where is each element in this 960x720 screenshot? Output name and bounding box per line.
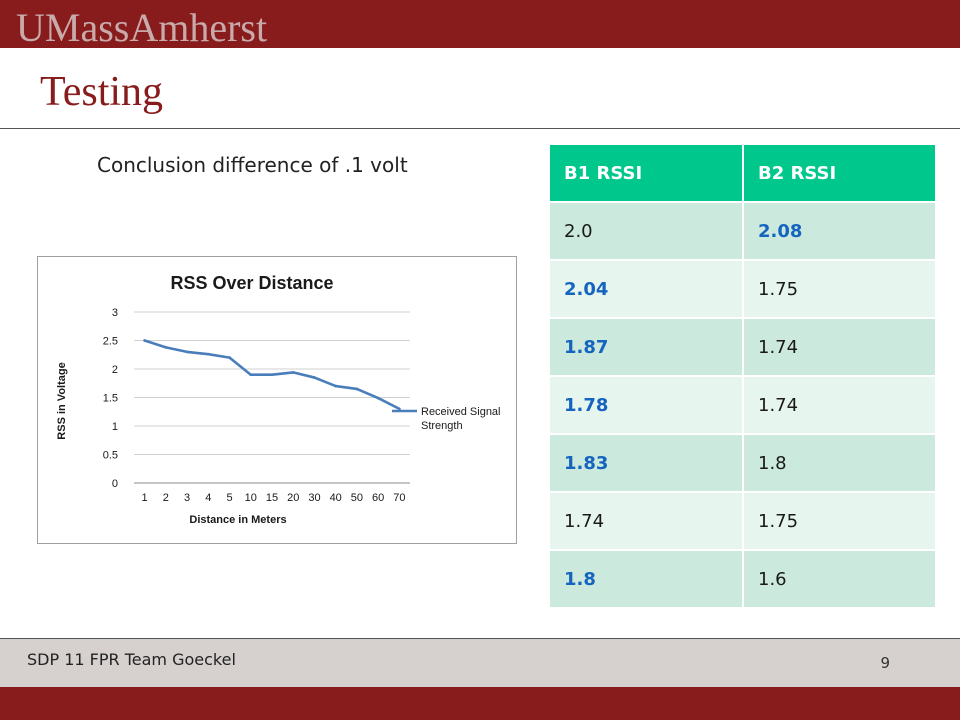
rss-chart: 0 0.5 1 1.5 2 2.5 3 1 2 3 4 5 10 15 20 30 40 50 60 70 Rece… [37,256,517,544]
table-row: 1.8 1.6 [550,550,937,609]
series-line-segment [143,339,168,349]
series-line-segment [270,371,295,376]
series-line-segment [334,384,359,391]
legend-label-line: Received Signal [421,406,501,418]
x-tick-label: 4 [205,492,211,504]
series-line-segment [228,356,253,376]
data-point [291,371,295,374]
cell-b2-rssi: 1.75 [743,492,937,551]
cell-b1-rssi: 1.74 [550,492,744,551]
title-divider [0,128,960,129]
x-tick-label: 10 [245,492,257,504]
cell-b2-rssi: 1.74 [743,318,937,377]
y-tick-label: 2.5 [103,336,118,348]
data-point [185,350,189,354]
cell-b1-rssi: 2.04 [550,260,744,319]
cell-b2-rssi: 1.74 [743,376,937,435]
header-b1-rssi: B1 RSSI [550,145,744,203]
data-point [313,376,316,379]
table-header-row: B1 RSSI B2 RSSI [550,145,937,203]
chart-title: RSS Over Distance [170,273,333,293]
y-tick-label: 0.5 [103,450,118,462]
footer-divider [0,638,960,639]
x-tick-label: 1 [142,492,148,504]
x-tick-label: 2 [163,492,169,504]
slide-title: Testing [40,69,164,115]
cell-b2-rssi: 1.6 [743,550,937,609]
data-point [270,373,274,376]
data-point [143,339,146,342]
data-point [164,346,168,349]
y-tick-label: 0 [112,478,118,490]
y-tick-label: 1 [112,421,118,433]
data-point [376,396,380,400]
series-line-segment [291,371,316,379]
header-b2-rssi: B2 RSSI [743,145,937,203]
legend-label: Received Signal Strength [421,406,501,432]
series-line-segment [313,376,337,388]
series-line-segment [376,396,401,411]
footer-text: SDP 11 FPR Team Goeckel [27,650,236,669]
x-tick-label: 3 [184,492,190,504]
conclusion-text: Conclusion difference of .1 volt [97,153,408,177]
x-tick-label: 50 [351,492,363,504]
table-row: 2.0 2.08 [550,202,937,261]
legend-label-line: Strength [421,420,463,432]
data-point [207,352,210,356]
umass-amherst-logo: UMassAmherst [16,5,268,48]
x-tick-label: 40 [330,492,342,504]
page-number: 9 [880,654,890,672]
y-tick-label: 1.5 [103,393,118,405]
footer-band [0,639,960,687]
y-tick-label: 2 [112,364,118,376]
series-line-segment [207,352,231,359]
chart-x-axis-label: Distance in Meters [189,514,286,526]
table-row: 1.83 1.8 [550,434,937,493]
series-line-segment [185,350,210,356]
cell-b2-rssi: 1.75 [743,260,937,319]
cell-b1-rssi: 1.8 [550,550,744,609]
data-point [398,407,401,411]
table-row: 1.87 1.74 [550,318,937,377]
cell-b2-rssi: 1.8 [743,434,937,493]
bottom-bar [0,687,960,720]
x-tick-label: 15 [266,492,278,504]
header-bar: UMassAmherst [0,0,960,48]
data-point [334,384,337,388]
table-row: 2.04 1.75 [550,260,937,319]
series-line-segment [164,346,189,354]
x-tick-label: 70 [393,492,405,504]
x-tick-label: 5 [226,492,232,504]
cell-b2-rssi: 2.08 [743,202,937,261]
cell-b1-rssi: 2.0 [550,202,744,261]
chart-y-axis-label: RSS in Voltage [56,362,68,439]
table-row: 1.74 1.75 [550,492,937,551]
rssi-table: B1 RSSI B2 RSSI 2.0 2.08 2.04 1.75 1.87 1.74 1… [550,145,937,609]
y-tick-label: 3 [112,307,118,319]
cell-b1-rssi: 1.78 [550,376,744,435]
data-point [249,373,253,376]
cell-b1-rssi: 1.87 [550,318,744,377]
x-tick-label: 30 [308,492,320,504]
x-tick-label: 20 [287,492,299,504]
x-tick-label: 60 [372,492,384,504]
data-point [355,387,359,391]
cell-b1-rssi: 1.83 [550,434,744,493]
series-line-segment [355,387,380,400]
table-row: 1.78 1.74 [550,376,937,435]
rss-chart-svg: 0 0.5 1 1.5 2 2.5 3 1 2 3 4 5 10 15 20 30 40 50 60 70 Rece… [56,273,501,526]
data-point [228,356,231,359]
